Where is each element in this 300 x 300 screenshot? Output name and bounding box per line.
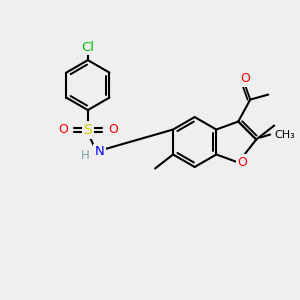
Text: O: O (240, 72, 250, 85)
Text: N: N (95, 146, 105, 158)
Text: S: S (83, 123, 92, 137)
Text: O: O (58, 122, 68, 136)
Text: Cl: Cl (81, 41, 94, 54)
Text: CH₃: CH₃ (274, 130, 295, 140)
Text: H: H (80, 149, 89, 163)
Text: O: O (108, 122, 118, 136)
Text: O: O (237, 156, 247, 169)
